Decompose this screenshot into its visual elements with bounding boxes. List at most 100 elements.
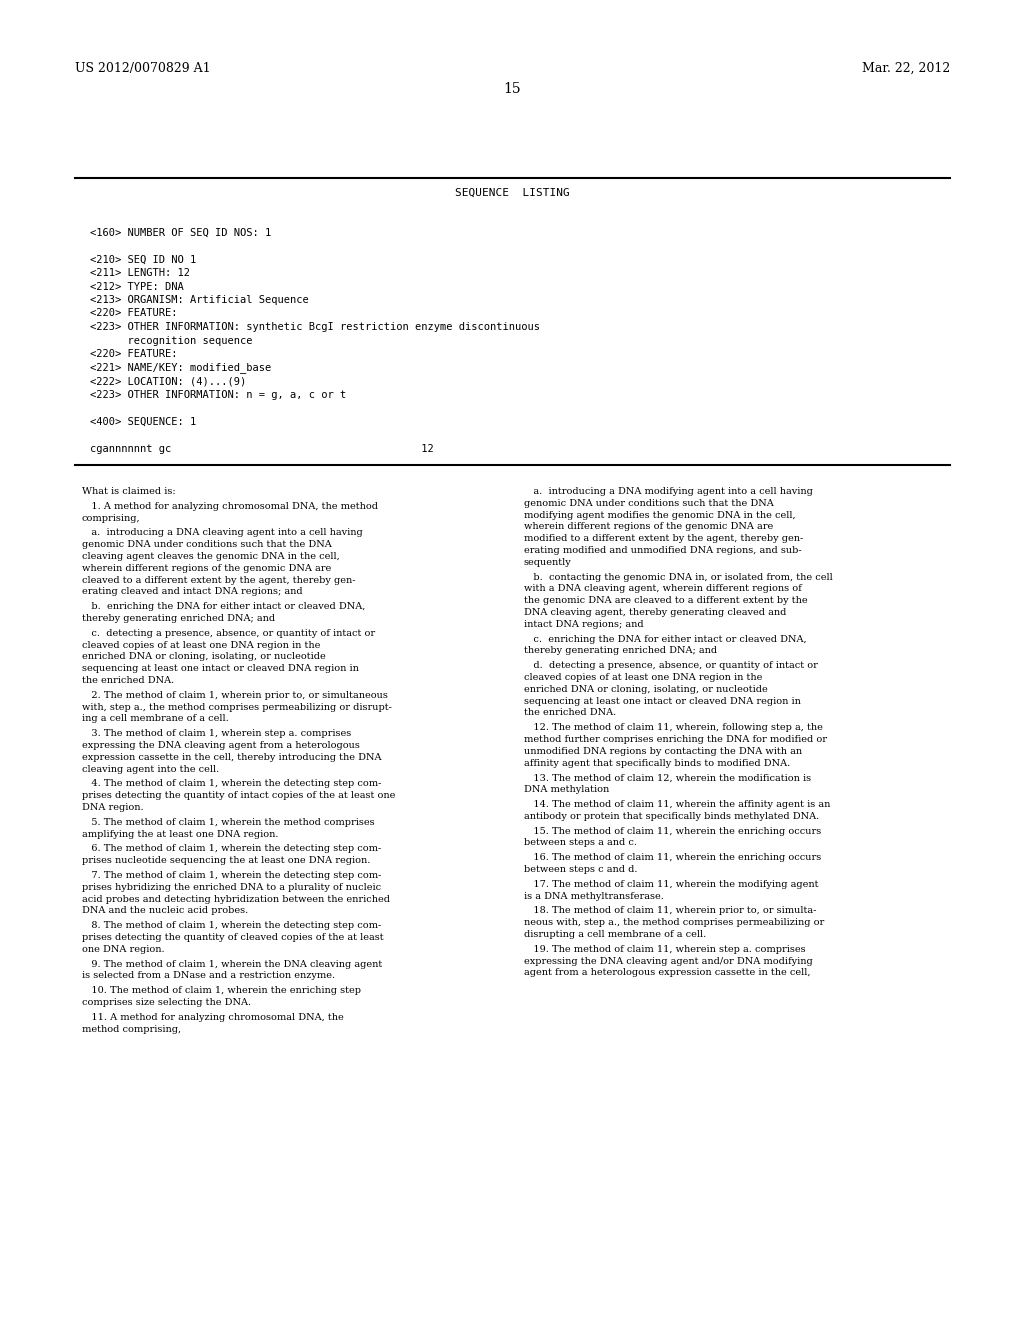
Text: is a DNA methyltransferase.: is a DNA methyltransferase. (524, 891, 664, 900)
Text: method further comprises enriching the DNA for modified or: method further comprises enriching the D… (524, 735, 827, 744)
Text: prises nucleotide sequencing the at least one DNA region.: prises nucleotide sequencing the at leas… (82, 857, 371, 865)
Text: comprising,: comprising, (82, 513, 140, 523)
Text: enriched DNA or cloning, isolating, or nucleotide: enriched DNA or cloning, isolating, or n… (82, 652, 326, 661)
Text: ing a cell membrane of a cell.: ing a cell membrane of a cell. (82, 714, 228, 723)
Text: <220> FEATURE:: <220> FEATURE: (90, 309, 177, 318)
Text: 16. The method of claim 11, wherein the enriching occurs: 16. The method of claim 11, wherein the … (524, 853, 821, 862)
Text: modified to a different extent by the agent, thereby gen-: modified to a different extent by the ag… (524, 535, 803, 544)
Text: <400> SEQUENCE: 1: <400> SEQUENCE: 1 (90, 417, 197, 426)
Text: 11. A method for analyzing chromosomal DNA, the: 11. A method for analyzing chromosomal D… (82, 1012, 344, 1022)
Text: sequencing at least one intact or cleaved DNA region in: sequencing at least one intact or cleave… (82, 664, 358, 673)
Text: a.  introducing a DNA cleaving agent into a cell having: a. introducing a DNA cleaving agent into… (82, 528, 362, 537)
Text: <210> SEQ ID NO 1: <210> SEQ ID NO 1 (90, 255, 197, 264)
Text: 5. The method of claim 1, wherein the method comprises: 5. The method of claim 1, wherein the me… (82, 818, 375, 826)
Text: cleaving agent into the cell.: cleaving agent into the cell. (82, 764, 219, 774)
Text: prises hybridizing the enriched DNA to a plurality of nucleic: prises hybridizing the enriched DNA to a… (82, 883, 381, 892)
Text: <211> LENGTH: 12: <211> LENGTH: 12 (90, 268, 190, 279)
Text: prises detecting the quantity of intact copies of the at least one: prises detecting the quantity of intact … (82, 791, 395, 800)
Text: recognition sequence: recognition sequence (90, 335, 253, 346)
Text: cgannnnnnt gc                                        12: cgannnnnnt gc 12 (90, 444, 434, 454)
Text: DNA and the nucleic acid probes.: DNA and the nucleic acid probes. (82, 907, 248, 915)
Text: 12. The method of claim 11, wherein, following step a, the: 12. The method of claim 11, wherein, fol… (524, 723, 823, 733)
Text: is selected from a DNase and a restriction enzyme.: is selected from a DNase and a restricti… (82, 972, 335, 981)
Text: erating modified and unmodified DNA regions, and sub-: erating modified and unmodified DNA regi… (524, 546, 802, 554)
Text: 9. The method of claim 1, wherein the DNA cleaving agent: 9. The method of claim 1, wherein the DN… (82, 960, 382, 969)
Text: 4. The method of claim 1, wherein the detecting step com-: 4. The method of claim 1, wherein the de… (82, 779, 381, 788)
Text: US 2012/0070829 A1: US 2012/0070829 A1 (75, 62, 211, 75)
Text: affinity agent that specifically binds to modified DNA.: affinity agent that specifically binds t… (524, 759, 791, 768)
Text: thereby generating enriched DNA; and: thereby generating enriched DNA; and (82, 614, 275, 623)
Text: b.  enriching the DNA for either intact or cleaved DNA,: b. enriching the DNA for either intact o… (82, 602, 366, 611)
Text: What is claimed is:: What is claimed is: (82, 487, 176, 496)
Text: agent from a heterologous expression cassette in the cell,: agent from a heterologous expression cas… (524, 969, 811, 977)
Text: SEQUENCE  LISTING: SEQUENCE LISTING (455, 187, 569, 198)
Text: comprises size selecting the DNA.: comprises size selecting the DNA. (82, 998, 251, 1007)
Text: <160> NUMBER OF SEQ ID NOS: 1: <160> NUMBER OF SEQ ID NOS: 1 (90, 227, 271, 238)
Text: cleaving agent cleaves the genomic DNA in the cell,: cleaving agent cleaves the genomic DNA i… (82, 552, 340, 561)
Text: prises detecting the quantity of cleaved copies of the at least: prises detecting the quantity of cleaved… (82, 933, 384, 942)
Text: c.  detecting a presence, absence, or quantity of intact or: c. detecting a presence, absence, or qua… (82, 628, 375, 638)
Text: 14. The method of claim 11, wherein the affinity agent is an: 14. The method of claim 11, wherein the … (524, 800, 830, 809)
Text: unmodified DNA regions by contacting the DNA with an: unmodified DNA regions by contacting the… (524, 747, 802, 756)
Text: with a DNA cleaving agent, wherein different regions of: with a DNA cleaving agent, wherein diffe… (524, 585, 802, 594)
Text: 10. The method of claim 1, wherein the enriching step: 10. The method of claim 1, wherein the e… (82, 986, 361, 995)
Text: enriched DNA or cloning, isolating, or nucleotide: enriched DNA or cloning, isolating, or n… (524, 685, 768, 694)
Text: disrupting a cell membrane of a cell.: disrupting a cell membrane of a cell. (524, 931, 707, 939)
Text: thereby generating enriched DNA; and: thereby generating enriched DNA; and (524, 647, 717, 656)
Text: 15: 15 (503, 82, 521, 96)
Text: expressing the DNA cleaving agent and/or DNA modifying: expressing the DNA cleaving agent and/or… (524, 957, 813, 966)
Text: <213> ORGANISM: Artificial Sequence: <213> ORGANISM: Artificial Sequence (90, 294, 309, 305)
Text: DNA methylation: DNA methylation (524, 785, 609, 795)
Text: <212> TYPE: DNA: <212> TYPE: DNA (90, 281, 183, 292)
Text: expression cassette in the cell, thereby introducing the DNA: expression cassette in the cell, thereby… (82, 752, 382, 762)
Text: the enriched DNA.: the enriched DNA. (524, 709, 616, 717)
Text: acid probes and detecting hybridization between the enriched: acid probes and detecting hybridization … (82, 895, 390, 904)
Text: expressing the DNA cleaving agent from a heterologous: expressing the DNA cleaving agent from a… (82, 741, 359, 750)
Text: DNA cleaving agent, thereby generating cleaved and: DNA cleaving agent, thereby generating c… (524, 609, 786, 616)
Text: 1. A method for analyzing chromosomal DNA, the method: 1. A method for analyzing chromosomal DN… (82, 502, 378, 511)
Text: the enriched DNA.: the enriched DNA. (82, 676, 174, 685)
Text: neous with, step a., the method comprises permeabilizing or: neous with, step a., the method comprise… (524, 919, 824, 927)
Text: <223> OTHER INFORMATION: synthetic BcgI restriction enzyme discontinuous: <223> OTHER INFORMATION: synthetic BcgI … (90, 322, 540, 333)
Text: cleaved copies of at least one DNA region in the: cleaved copies of at least one DNA regio… (82, 640, 321, 649)
Text: sequencing at least one intact or cleaved DNA region in: sequencing at least one intact or cleave… (524, 697, 801, 706)
Text: 8. The method of claim 1, wherein the detecting step com-: 8. The method of claim 1, wherein the de… (82, 921, 381, 931)
Text: <221> NAME/KEY: modified_base: <221> NAME/KEY: modified_base (90, 363, 271, 374)
Text: wherein different regions of the genomic DNA are: wherein different regions of the genomic… (524, 523, 773, 532)
Text: wherein different regions of the genomic DNA are: wherein different regions of the genomic… (82, 564, 331, 573)
Text: DNA region.: DNA region. (82, 803, 143, 812)
Text: c.  enriching the DNA for either intact or cleaved DNA,: c. enriching the DNA for either intact o… (524, 635, 807, 644)
Text: amplifying the at least one DNA region.: amplifying the at least one DNA region. (82, 829, 279, 838)
Text: <222> LOCATION: (4)...(9): <222> LOCATION: (4)...(9) (90, 376, 246, 385)
Text: antibody or protein that specifically binds methylated DNA.: antibody or protein that specifically bi… (524, 812, 819, 821)
Text: erating cleaved and intact DNA regions; and: erating cleaved and intact DNA regions; … (82, 587, 303, 597)
Text: 6. The method of claim 1, wherein the detecting step com-: 6. The method of claim 1, wherein the de… (82, 845, 381, 854)
Text: method comprising,: method comprising, (82, 1024, 181, 1034)
Text: 17. The method of claim 11, wherein the modifying agent: 17. The method of claim 11, wherein the … (524, 880, 818, 888)
Text: <220> FEATURE:: <220> FEATURE: (90, 348, 177, 359)
Text: cleaved copies of at least one DNA region in the: cleaved copies of at least one DNA regio… (524, 673, 763, 682)
Text: genomic DNA under conditions such that the DNA: genomic DNA under conditions such that t… (82, 540, 332, 549)
Text: d.  detecting a presence, absence, or quantity of intact or: d. detecting a presence, absence, or qua… (524, 661, 818, 671)
Text: 19. The method of claim 11, wherein step a. comprises: 19. The method of claim 11, wherein step… (524, 945, 806, 954)
Text: modifying agent modifies the genomic DNA in the cell,: modifying agent modifies the genomic DNA… (524, 511, 796, 520)
Text: b.  contacting the genomic DNA in, or isolated from, the cell: b. contacting the genomic DNA in, or iso… (524, 573, 833, 582)
Text: sequently: sequently (524, 558, 571, 566)
Text: cleaved to a different extent by the agent, thereby gen-: cleaved to a different extent by the age… (82, 576, 355, 585)
Text: between steps c and d.: between steps c and d. (524, 865, 638, 874)
Text: the genomic DNA are cleaved to a different extent by the: the genomic DNA are cleaved to a differe… (524, 597, 808, 605)
Text: 2. The method of claim 1, wherein prior to, or simultaneous: 2. The method of claim 1, wherein prior … (82, 690, 388, 700)
Text: intact DNA regions; and: intact DNA regions; and (524, 620, 644, 628)
Text: 7. The method of claim 1, wherein the detecting step com-: 7. The method of claim 1, wherein the de… (82, 871, 381, 880)
Text: one DNA region.: one DNA region. (82, 945, 165, 954)
Text: with, step a., the method comprises permeabilizing or disrupt-: with, step a., the method comprises perm… (82, 702, 392, 711)
Text: 18. The method of claim 11, wherein prior to, or simulta-: 18. The method of claim 11, wherein prio… (524, 907, 816, 915)
Text: 13. The method of claim 12, wherein the modification is: 13. The method of claim 12, wherein the … (524, 774, 811, 783)
Text: 15. The method of claim 11, wherein the enriching occurs: 15. The method of claim 11, wherein the … (524, 826, 821, 836)
Text: <223> OTHER INFORMATION: n = g, a, c or t: <223> OTHER INFORMATION: n = g, a, c or … (90, 389, 346, 400)
Text: between steps a and c.: between steps a and c. (524, 838, 637, 847)
Text: 3. The method of claim 1, wherein step a. comprises: 3. The method of claim 1, wherein step a… (82, 729, 351, 738)
Text: genomic DNA under conditions such that the DNA: genomic DNA under conditions such that t… (524, 499, 774, 508)
Text: Mar. 22, 2012: Mar. 22, 2012 (862, 62, 950, 75)
Text: a.  introducing a DNA modifying agent into a cell having: a. introducing a DNA modifying agent int… (524, 487, 813, 496)
